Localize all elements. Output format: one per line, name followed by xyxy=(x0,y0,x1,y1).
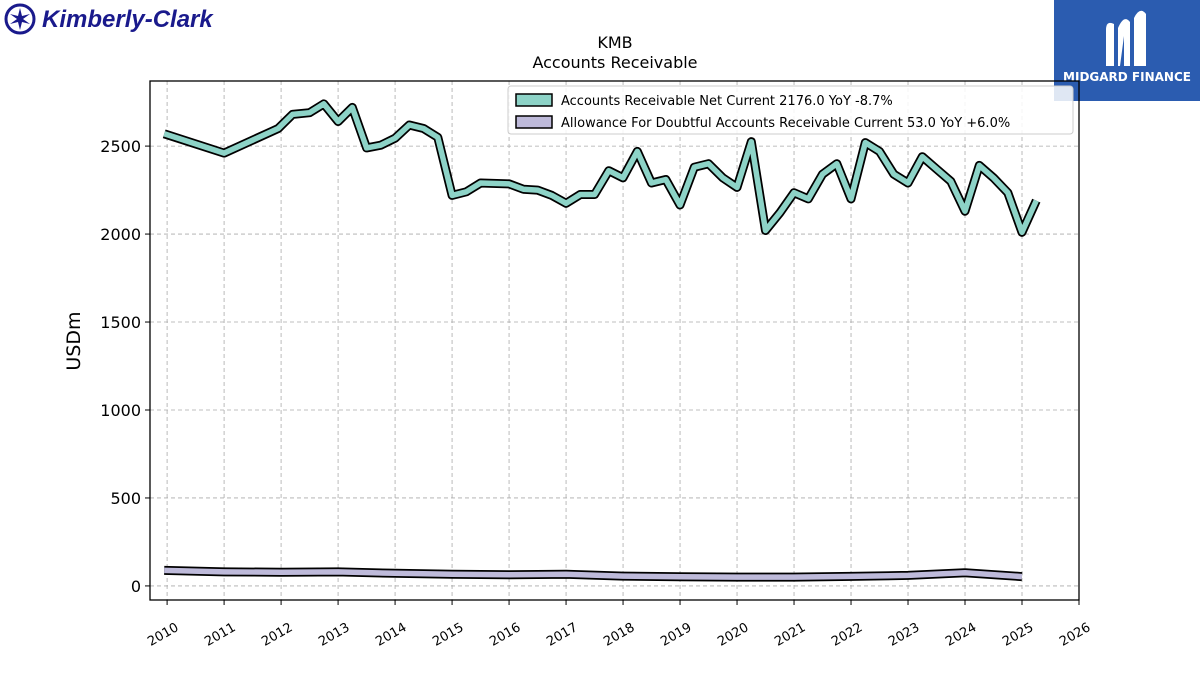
x-tick-label: 2013 xyxy=(316,620,352,650)
grid-lines xyxy=(150,81,1080,600)
x-tick-label: 2022 xyxy=(829,620,865,650)
x-tick-label: 2010 xyxy=(145,620,181,650)
midgard-finance-wordmark: MIDGARD FINANCE xyxy=(1063,70,1191,84)
series-1 xyxy=(162,99,1041,237)
kimberly-clark-emblem-icon xyxy=(4,3,36,35)
legend-swatch xyxy=(515,93,553,107)
legend: Accounts Receivable Net Current 2176.0 Y… xyxy=(507,85,1074,135)
x-tick-label: 2020 xyxy=(715,620,751,650)
y-tick-label: 500 xyxy=(110,489,141,508)
x-tick-label: 2026 xyxy=(1057,620,1093,650)
y-tick-label: 1000 xyxy=(100,401,141,420)
x-tick-label: 2025 xyxy=(1000,620,1036,650)
x-tick-label: 2021 xyxy=(772,620,808,650)
x-tick-label: 2015 xyxy=(430,620,466,650)
y-tick-label: 1500 xyxy=(100,313,141,332)
x-tick-label: 2024 xyxy=(943,620,979,650)
x-tick-label: 2016 xyxy=(487,620,523,650)
x-tick-label: 2014 xyxy=(373,620,409,650)
midgard-finance-logo: MIDGARD FINANCE xyxy=(1054,0,1200,101)
y-tick-label: 2000 xyxy=(100,225,141,244)
y-axis-label: USDm xyxy=(63,311,85,370)
x-tick-label: 2012 xyxy=(259,620,295,650)
x-tick-label: 2023 xyxy=(886,620,922,650)
x-axis-ticks: 2010 2011 2012 2013 2014 2015 2016 2017 2018 2019… xyxy=(145,600,1093,650)
series-2 xyxy=(164,565,1023,582)
plot-frame xyxy=(149,80,1080,601)
chart-subtitle: Accounts Receivable xyxy=(532,53,697,72)
series-1-line xyxy=(163,101,1039,236)
legend-label: Allowance For Doubtful Accounts Receivab… xyxy=(561,116,1010,131)
legend-box xyxy=(507,85,1074,135)
y-tick-label: 2500 xyxy=(100,137,141,156)
series-layer xyxy=(162,99,1041,582)
y-axis-ticks: 0 500 1000 1500 2000 2500 xyxy=(100,137,150,596)
chart-title: KMB xyxy=(597,33,632,52)
midgard-m-icon xyxy=(1106,10,1146,66)
x-tick-label: 2019 xyxy=(658,620,694,650)
kimberly-clark-logo: Kimberly-Clark xyxy=(4,3,214,35)
y-tick-label: 0 xyxy=(131,577,141,596)
legend-swatch xyxy=(515,115,553,129)
kimberly-clark-wordmark: Kimberly-Clark xyxy=(42,6,214,33)
x-tick-label: 2017 xyxy=(544,620,580,650)
series-2-line xyxy=(164,567,1023,580)
x-tick-label: 2011 xyxy=(202,620,238,650)
x-tick-label: 2018 xyxy=(601,620,637,650)
legend-label: Accounts Receivable Net Current 2176.0 Y… xyxy=(561,94,893,109)
